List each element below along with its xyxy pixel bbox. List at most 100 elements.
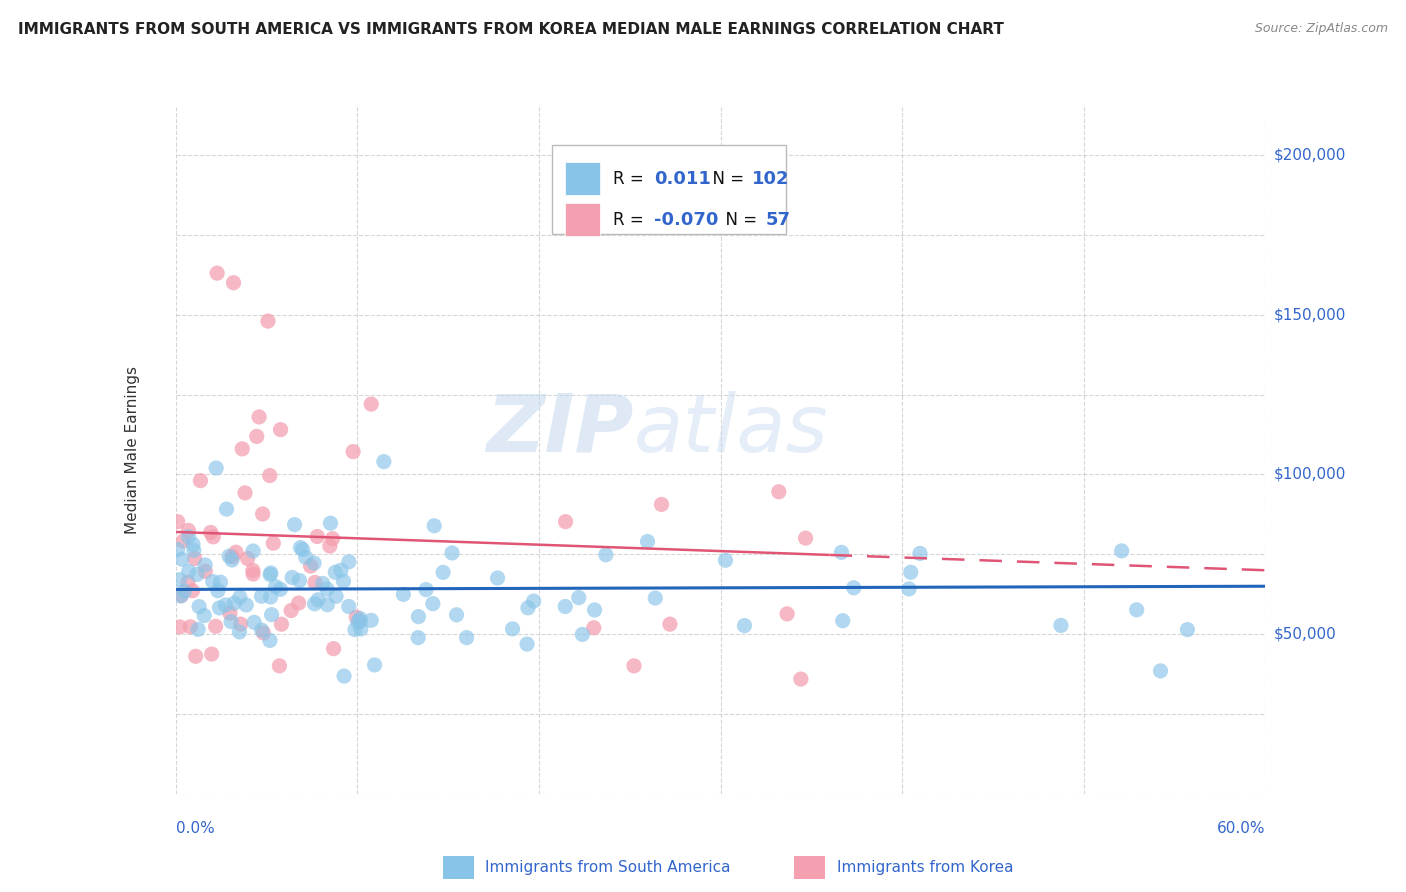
Point [776,607,799,621]
Point [360,613,382,627]
Point [270,423,292,437]
Point [187,623,209,637]
Text: 102: 102 [752,169,790,187]
Point [262,536,284,550]
Text: Median Male Earnings: Median Male Earnings [125,367,139,534]
Point [516,637,538,651]
Point [908,546,931,560]
Point [229,617,252,632]
Point [1125,603,1147,617]
Point [571,627,593,641]
Point [288,574,311,588]
Point [205,461,228,475]
Point [650,497,672,511]
Point [349,611,371,625]
Point [215,502,238,516]
Point [233,486,256,500]
Text: -0.070: -0.070 [654,211,718,229]
Point [260,607,283,622]
Text: ZIP: ZIP [486,391,633,469]
Point [830,545,852,559]
Point [644,591,666,605]
Point [194,565,217,579]
Text: Immigrants from Korea: Immigrants from Korea [837,861,1014,875]
Text: IMMIGRANTS FROM SOUTH AMERICA VS IMMIGRANTS FROM KOREA MEDIAN MALE EARNINGS CORR: IMMIGRANTS FROM SOUTH AMERICA VS IMMIGRA… [18,22,1004,37]
Point [349,615,371,629]
Point [221,553,243,567]
Point [446,607,468,622]
Point [299,559,322,574]
Point [190,474,212,488]
Text: 0.011: 0.011 [654,169,711,187]
Point [623,659,645,673]
Point [259,590,281,604]
Point [228,624,250,639]
Point [900,566,922,580]
FancyBboxPatch shape [551,145,786,234]
Point [236,551,259,566]
Point [486,571,509,585]
Point [319,539,342,553]
Point [181,583,204,598]
Point [432,566,454,580]
Text: 0.0%: 0.0% [176,822,215,837]
Point [201,574,224,589]
Text: R =: R = [613,211,648,229]
Point [247,409,270,424]
Point [214,598,236,612]
Point [170,589,193,603]
Point [307,529,329,543]
Point [408,609,430,624]
Point [637,534,659,549]
Point [794,531,817,545]
Point [582,621,605,635]
Point [264,580,287,594]
Text: Source: ZipAtlas.com: Source: ZipAtlas.com [1254,22,1388,36]
Point [224,596,246,610]
Point [302,556,325,570]
Point [1050,618,1073,632]
Point [209,575,232,590]
Point [186,567,208,582]
Point [270,617,292,632]
Point [307,592,329,607]
Point [259,567,281,582]
Point [406,631,429,645]
Point [208,601,231,615]
Point [1111,544,1133,558]
Point [259,633,281,648]
Text: 57: 57 [765,211,790,229]
Text: R =: R = [613,169,648,187]
Point [218,549,240,563]
Point [246,429,269,443]
Point [269,582,291,597]
Point [184,649,207,664]
Point [790,672,813,686]
Point [200,525,222,540]
Point [363,657,385,672]
Point [269,658,291,673]
Point [333,669,356,683]
Point [312,576,335,591]
Point [831,614,853,628]
Point [204,619,226,633]
Point [319,516,342,531]
Point [316,598,339,612]
Point [173,584,195,599]
Point [193,608,215,623]
Point [242,567,264,582]
Point [423,518,446,533]
Point [194,558,217,572]
Point [225,545,247,559]
Point [898,582,921,596]
Point [768,484,790,499]
Point [181,537,204,551]
Text: $100,000: $100,000 [1274,467,1347,482]
Point [329,563,352,577]
Bar [565,162,599,195]
Point [202,530,225,544]
Point [183,543,205,558]
Point [347,615,370,629]
Point [284,517,307,532]
Point [183,551,205,566]
